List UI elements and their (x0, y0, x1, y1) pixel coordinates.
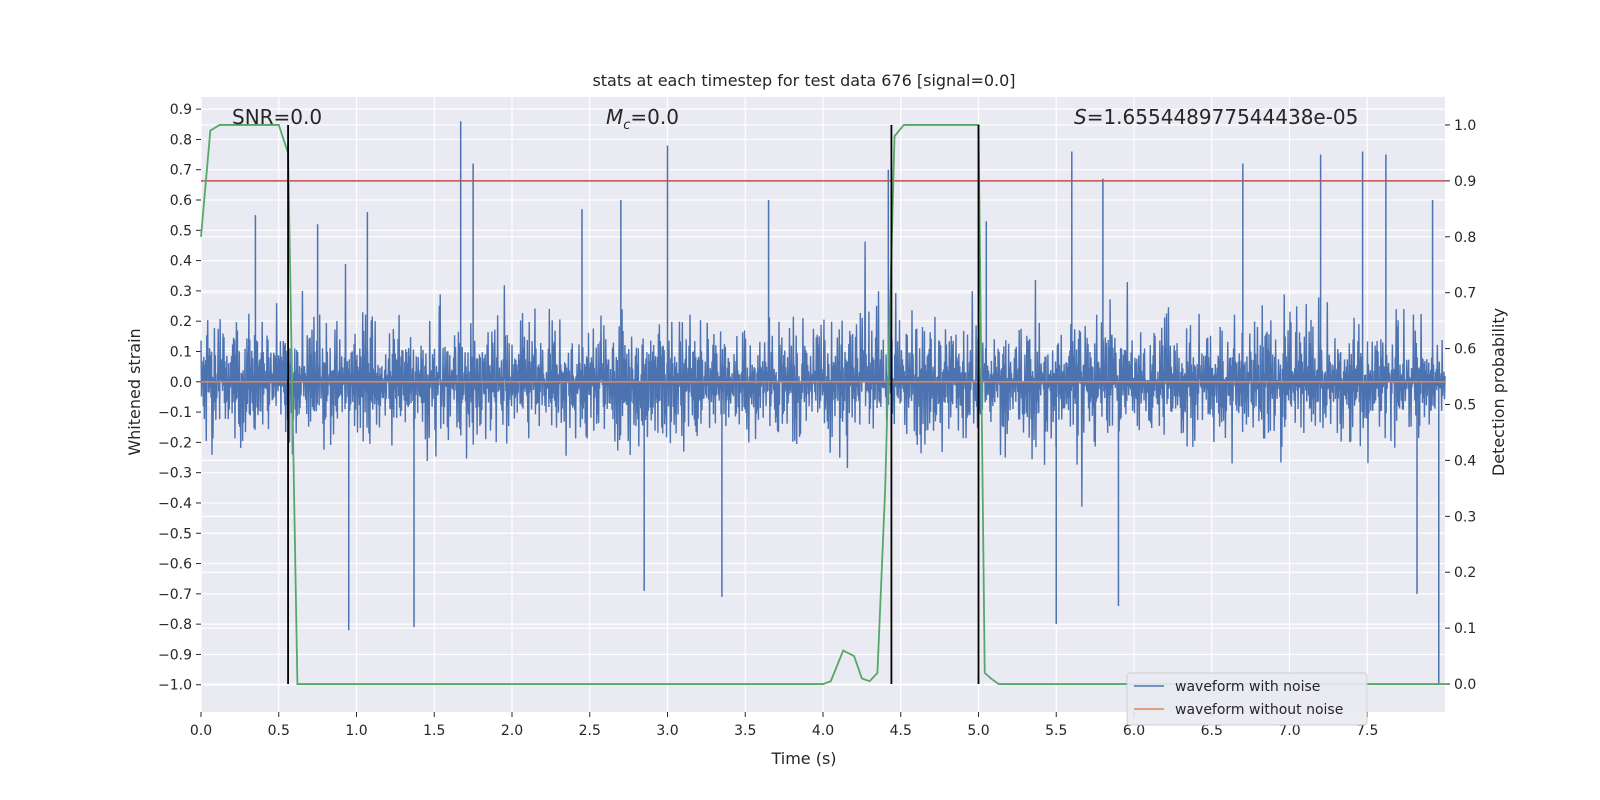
left-tick-label: 0.0 (170, 375, 192, 391)
left-tick-label: −0.6 (158, 557, 192, 573)
right-axis-label: Detection probability (1489, 308, 1508, 476)
chirp-mass-annotation: Mc=0.0 (606, 105, 679, 133)
x-axis-label: Time (s) (770, 749, 836, 768)
x-tick-label: 4.5 (890, 723, 912, 739)
left-axis-ticks: 0.9 0.8 0.7 0.6 0.5 0.4 0.3 0.2 0.1 0.0 −0.1 −0.2 −0… (158, 102, 201, 694)
x-tick-label: 2.5 (579, 723, 601, 739)
x-tick-label: 7.0 (1278, 723, 1300, 739)
x-tick-label: 6.0 (1123, 723, 1145, 739)
x-tick-label: 1.5 (423, 723, 445, 739)
left-tick-label: 0.2 (170, 314, 192, 330)
right-tick-label: 0.7 (1454, 286, 1476, 302)
x-tick-label: 3.5 (734, 723, 756, 739)
vertical-markers (287, 124, 980, 685)
snr-annotation: SNR=0.0 (232, 105, 322, 129)
left-tick-label: 0.5 (170, 223, 192, 239)
left-tick-label: 0.7 (170, 163, 192, 179)
left-tick-label: −0.7 (158, 587, 192, 603)
legend: waveform with noise waveform without noi… (1126, 672, 1368, 726)
chirp-mass-value: =0.0 (630, 105, 679, 129)
right-tick-label: 0.5 (1454, 398, 1476, 414)
left-tick-label: −1.0 (158, 678, 192, 694)
left-tick-label: −0.1 (158, 405, 192, 421)
probability-line (200, 124, 1445, 685)
left-tick-label: 0.8 (170, 132, 192, 148)
right-tick-label: 0.6 (1454, 342, 1476, 358)
left-tick-label: −0.9 (158, 647, 192, 663)
right-tick-label: 0.2 (1454, 565, 1476, 581)
x-tick-label: 6.5 (1201, 723, 1223, 739)
left-tick-label: −0.5 (158, 526, 192, 542)
right-tick-label: 0.9 (1454, 174, 1476, 190)
x-tick-label: 0.0 (190, 723, 212, 739)
s-annotation: S=1.655448977544438e-05 (1074, 105, 1358, 129)
right-tick-label: 0.4 (1454, 453, 1476, 469)
x-tick-label: 3.0 (656, 723, 678, 739)
noise-trace (200, 241, 1446, 507)
left-tick-label: 0.4 (170, 254, 192, 270)
left-tick-label: 0.3 (170, 284, 192, 300)
s-symbol: S (1074, 105, 1087, 129)
x-tick-label: 5.5 (1045, 723, 1067, 739)
right-tick-label: 1.0 (1454, 118, 1476, 134)
chirp-mass-symbol: M (606, 105, 623, 129)
x-tick-label: 1.0 (345, 723, 367, 739)
left-tick-label: 0.9 (170, 102, 192, 118)
left-tick-label: −0.2 (158, 435, 192, 451)
right-tick-label: 0.1 (1454, 621, 1476, 637)
x-tick-label: 0.5 (268, 723, 290, 739)
right-tick-label: 0.8 (1454, 230, 1476, 246)
x-tick-label: 7.5 (1356, 723, 1378, 739)
chart-title: stats at each timestep for test data 676… (592, 71, 1015, 90)
left-tick-label: −0.3 (158, 466, 192, 482)
x-tick-label: 2.0 (501, 723, 523, 739)
right-tick-label: 0.0 (1454, 677, 1476, 693)
right-axis-ticks: 0.0 0.1 0.2 0.3 0.4 0.5 0.6 0.7 0.8 0.9 1.0 (1445, 118, 1476, 693)
right-tick-label: 0.3 (1454, 509, 1476, 525)
x-tick-label: 4.0 (812, 723, 834, 739)
left-tick-label: 0.6 (170, 193, 192, 209)
x-tick-label: 5.0 (967, 723, 989, 739)
series-waveform-with-noise (200, 121, 1446, 685)
legend-label-waveform-without-noise: waveform without noise (1175, 702, 1343, 718)
s-value: =1.655448977544438e-05 (1087, 105, 1359, 129)
left-tick-label: 0.1 (170, 344, 192, 360)
chirp-mass-subscript: c (623, 118, 630, 133)
x-axis-ticks: 0.0 0.5 1.0 1.5 2.0 2.5 3.0 3.5 4.0 4.5 5.0 5.5 6.0 6… (190, 712, 1378, 739)
left-axis-label: Whitened strain (125, 328, 144, 455)
legend-label-waveform-with-noise: waveform with noise (1175, 679, 1320, 695)
left-tick-label: −0.4 (158, 496, 192, 512)
series-detection-probability (200, 124, 1445, 685)
left-tick-label: −0.8 (158, 617, 192, 633)
